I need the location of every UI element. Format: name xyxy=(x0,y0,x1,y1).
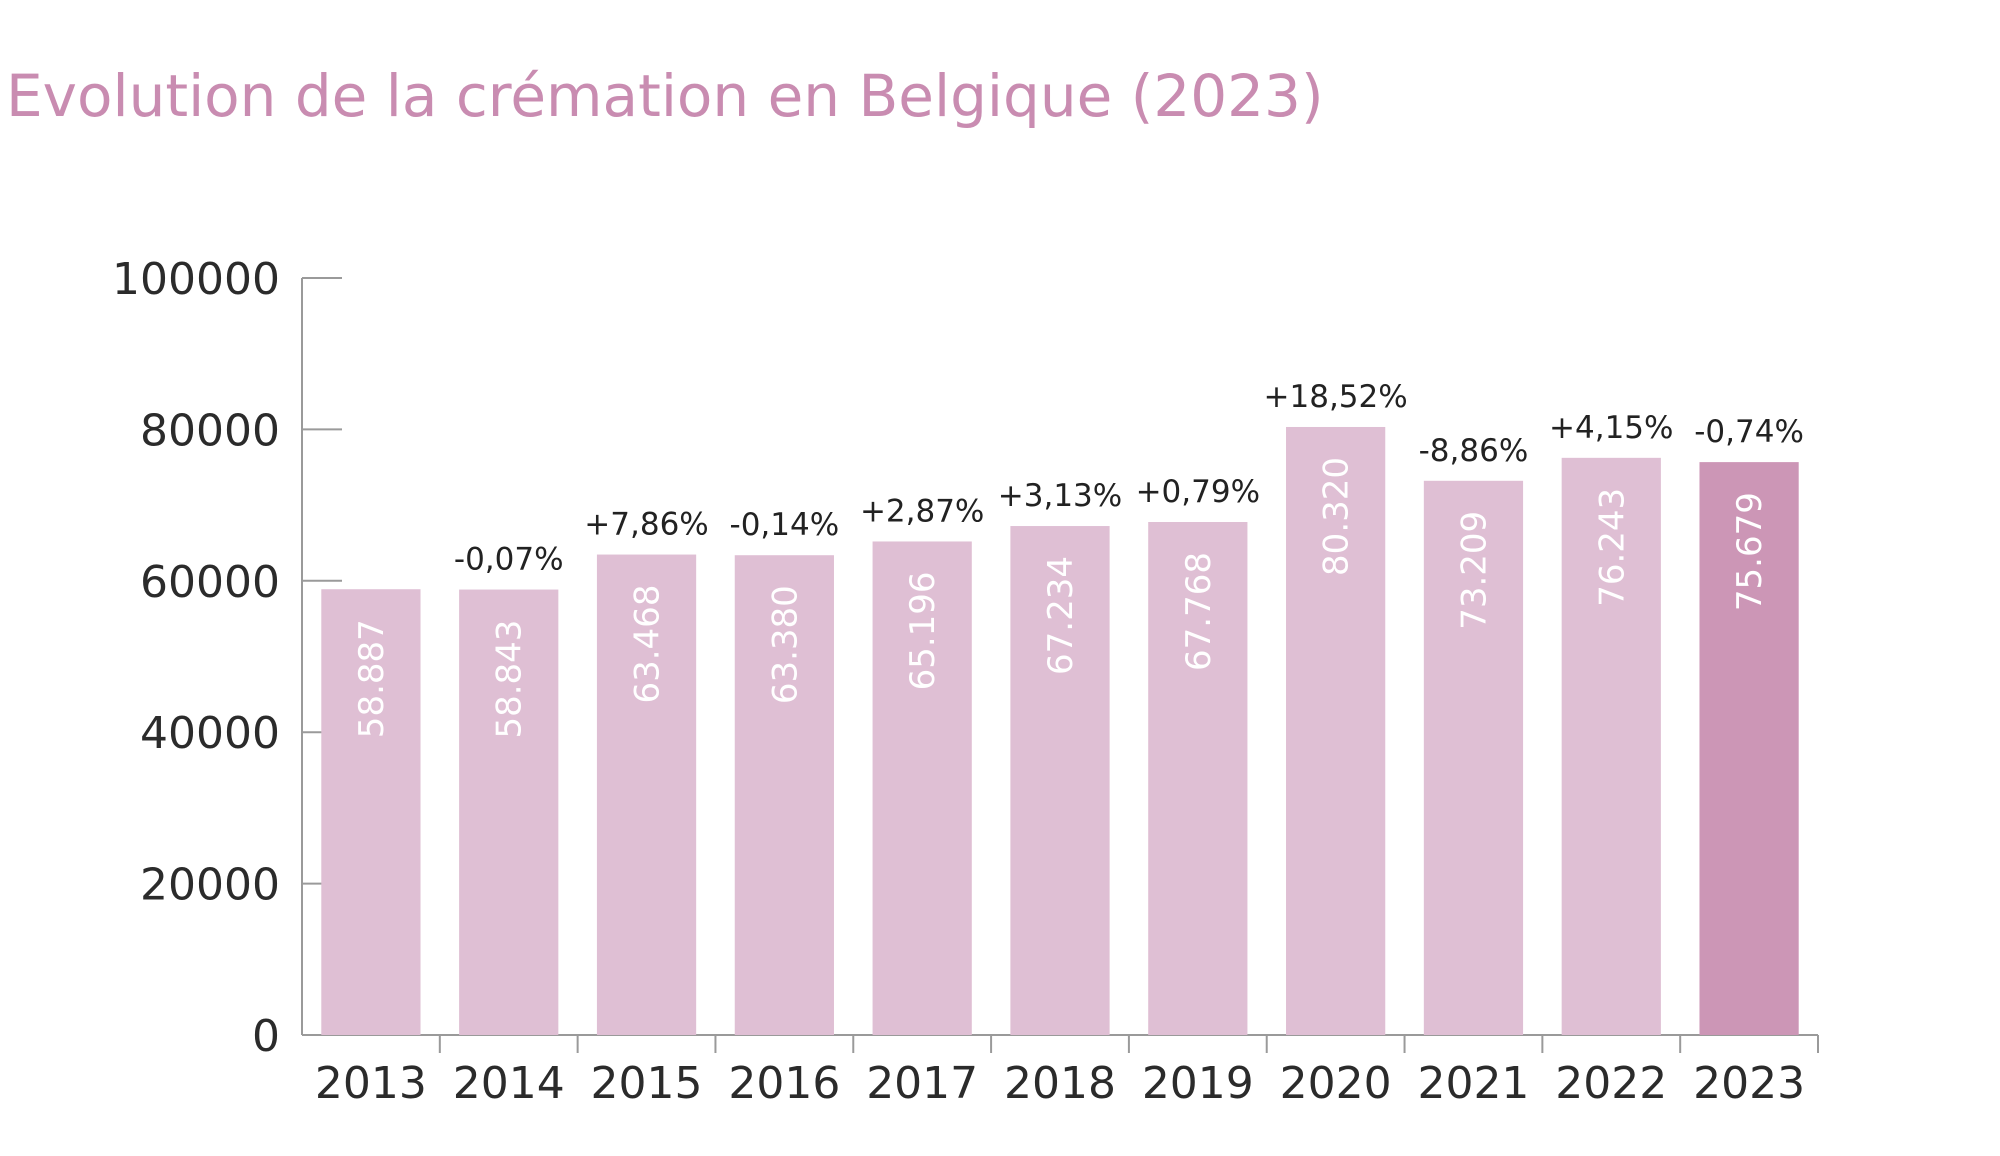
bar-2018 xyxy=(1010,526,1110,1035)
bar-2023 xyxy=(1699,462,1799,1035)
bar-2022 xyxy=(1561,457,1661,1036)
y-tick-label: 40000 xyxy=(140,708,280,759)
chart-title: Evolution de la crémation en Belgique (2… xyxy=(6,62,1324,130)
x-tick-label: 2018 xyxy=(1004,1058,1116,1109)
value-label: 58.843 xyxy=(490,620,530,739)
x-tick-label: 2016 xyxy=(728,1058,840,1109)
value-label: 76.243 xyxy=(1592,488,1632,607)
x-tick-label: 2015 xyxy=(591,1058,703,1109)
value-label: 67.234 xyxy=(1041,556,1081,675)
change-label: +2,87% xyxy=(860,493,984,529)
value-label: 67.768 xyxy=(1179,552,1219,671)
change-label: +3,13% xyxy=(998,478,1122,514)
x-tick-label: 2022 xyxy=(1555,1058,1667,1109)
x-tick-label: 2020 xyxy=(1280,1058,1392,1109)
x-axis: 2013 2014 2015 2016 2017 2018 2019 2020 2021 2022… xyxy=(302,1034,1819,1109)
bar-labels: 58.887 58.843 -0,07% 63.468 +7,86% 63.380 -0,1… xyxy=(352,379,1804,739)
bar-2019 xyxy=(1148,521,1248,1035)
change-label: +7,86% xyxy=(584,507,708,543)
x-tick-label: 2014 xyxy=(453,1058,565,1109)
x-tick-label: 2013 xyxy=(315,1058,427,1109)
change-label: +0,79% xyxy=(1136,474,1260,510)
x-tick-label: 2023 xyxy=(1693,1058,1805,1109)
bar-2015 xyxy=(596,554,697,1035)
value-label: 75.679 xyxy=(1730,492,1770,611)
bar-2016 xyxy=(734,555,834,1035)
bar-2021 xyxy=(1423,480,1524,1035)
bars xyxy=(321,426,1799,1036)
x-tick-label: 2019 xyxy=(1142,1058,1254,1109)
value-label: 63.380 xyxy=(765,585,805,704)
y-tick-label: 0 xyxy=(252,1011,280,1062)
bar-2014 xyxy=(459,589,559,1035)
value-label: 65.196 xyxy=(903,571,943,690)
value-label: 63.468 xyxy=(628,585,668,704)
y-tick-label: 60000 xyxy=(140,557,280,608)
change-label: -8,86% xyxy=(1419,433,1529,469)
change-label: -0,14% xyxy=(730,507,840,543)
x-tick-label: 2017 xyxy=(866,1058,978,1109)
bar-2013 xyxy=(321,589,421,1035)
value-label: 80.320 xyxy=(1317,457,1357,576)
y-tick-label: 20000 xyxy=(140,860,280,911)
value-label: 58.887 xyxy=(352,619,392,738)
x-tick-label: 2021 xyxy=(1417,1058,1529,1109)
y-axis: 0 20000 40000 60000 80000 100000 xyxy=(112,254,342,1062)
change-label: -0,07% xyxy=(454,542,564,578)
value-label: 73.209 xyxy=(1454,511,1494,630)
change-label: -0,74% xyxy=(1694,414,1804,450)
change-label: +18,52% xyxy=(1264,379,1408,415)
change-label: +4,15% xyxy=(1549,410,1673,446)
y-tick-label: 100000 xyxy=(112,254,280,305)
bar-2020 xyxy=(1286,426,1386,1035)
y-tick-label: 80000 xyxy=(140,405,280,456)
bar-2017 xyxy=(872,541,972,1035)
